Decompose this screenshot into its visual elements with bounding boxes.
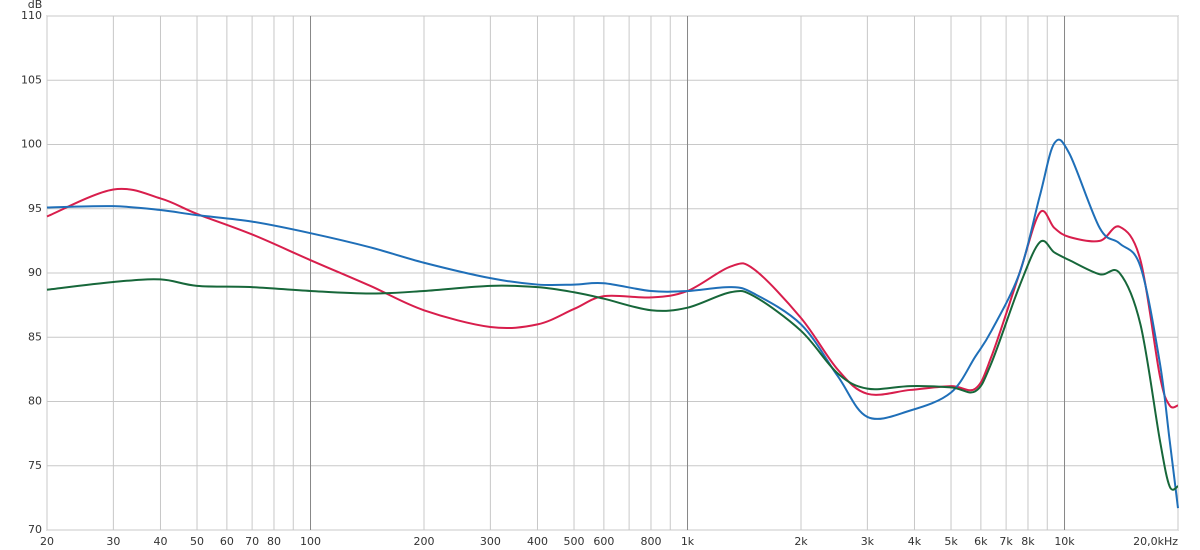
y-axis-label: dB [28,0,43,11]
x-tick-label: 3k [861,535,875,548]
series-line [46,239,1179,491]
x-tick-label: 5k [944,535,958,548]
x-tick-label: 20,0kHz [1133,535,1178,548]
x-tick-label: 500 [564,535,585,548]
x-tick-label: 7k [999,535,1013,548]
series-line [46,138,1179,509]
y-tick-label: 95 [28,202,42,215]
x-tick-label: 10k [1054,535,1075,548]
y-tick-label: 70 [28,523,42,536]
x-tick-label: 300 [480,535,501,548]
series-line [46,187,1179,409]
x-tick-label: 200 [414,535,435,548]
x-tick-label: 2k [794,535,808,548]
x-tick-label: 800 [640,535,661,548]
y-tick-label: 110 [21,9,42,22]
x-tick-label: 70 [245,535,259,548]
x-tick-label: 600 [593,535,614,548]
x-tick-label: 30 [106,535,120,548]
y-tick-label: 105 [21,73,42,86]
x-tick-label: 1k [681,535,695,548]
x-tick-label: 6k [974,535,988,548]
y-tick-label: 75 [28,459,42,472]
x-tick-label: 50 [190,535,204,548]
x-tick-label: 40 [153,535,167,548]
x-tick-label: 20 [40,535,54,548]
y-tick-label: 85 [28,330,42,343]
x-tick-label: 8k [1021,535,1035,548]
x-tick-label: 80 [267,535,281,548]
y-tick-label: 80 [28,395,42,408]
x-tick-label: 60 [220,535,234,548]
x-tick-label: 400 [527,535,548,548]
x-tick-label: 100 [300,535,321,548]
y-tick-label: 90 [28,266,42,279]
y-tick-label: 100 [21,138,42,151]
x-tick-label: 4k [908,535,922,548]
